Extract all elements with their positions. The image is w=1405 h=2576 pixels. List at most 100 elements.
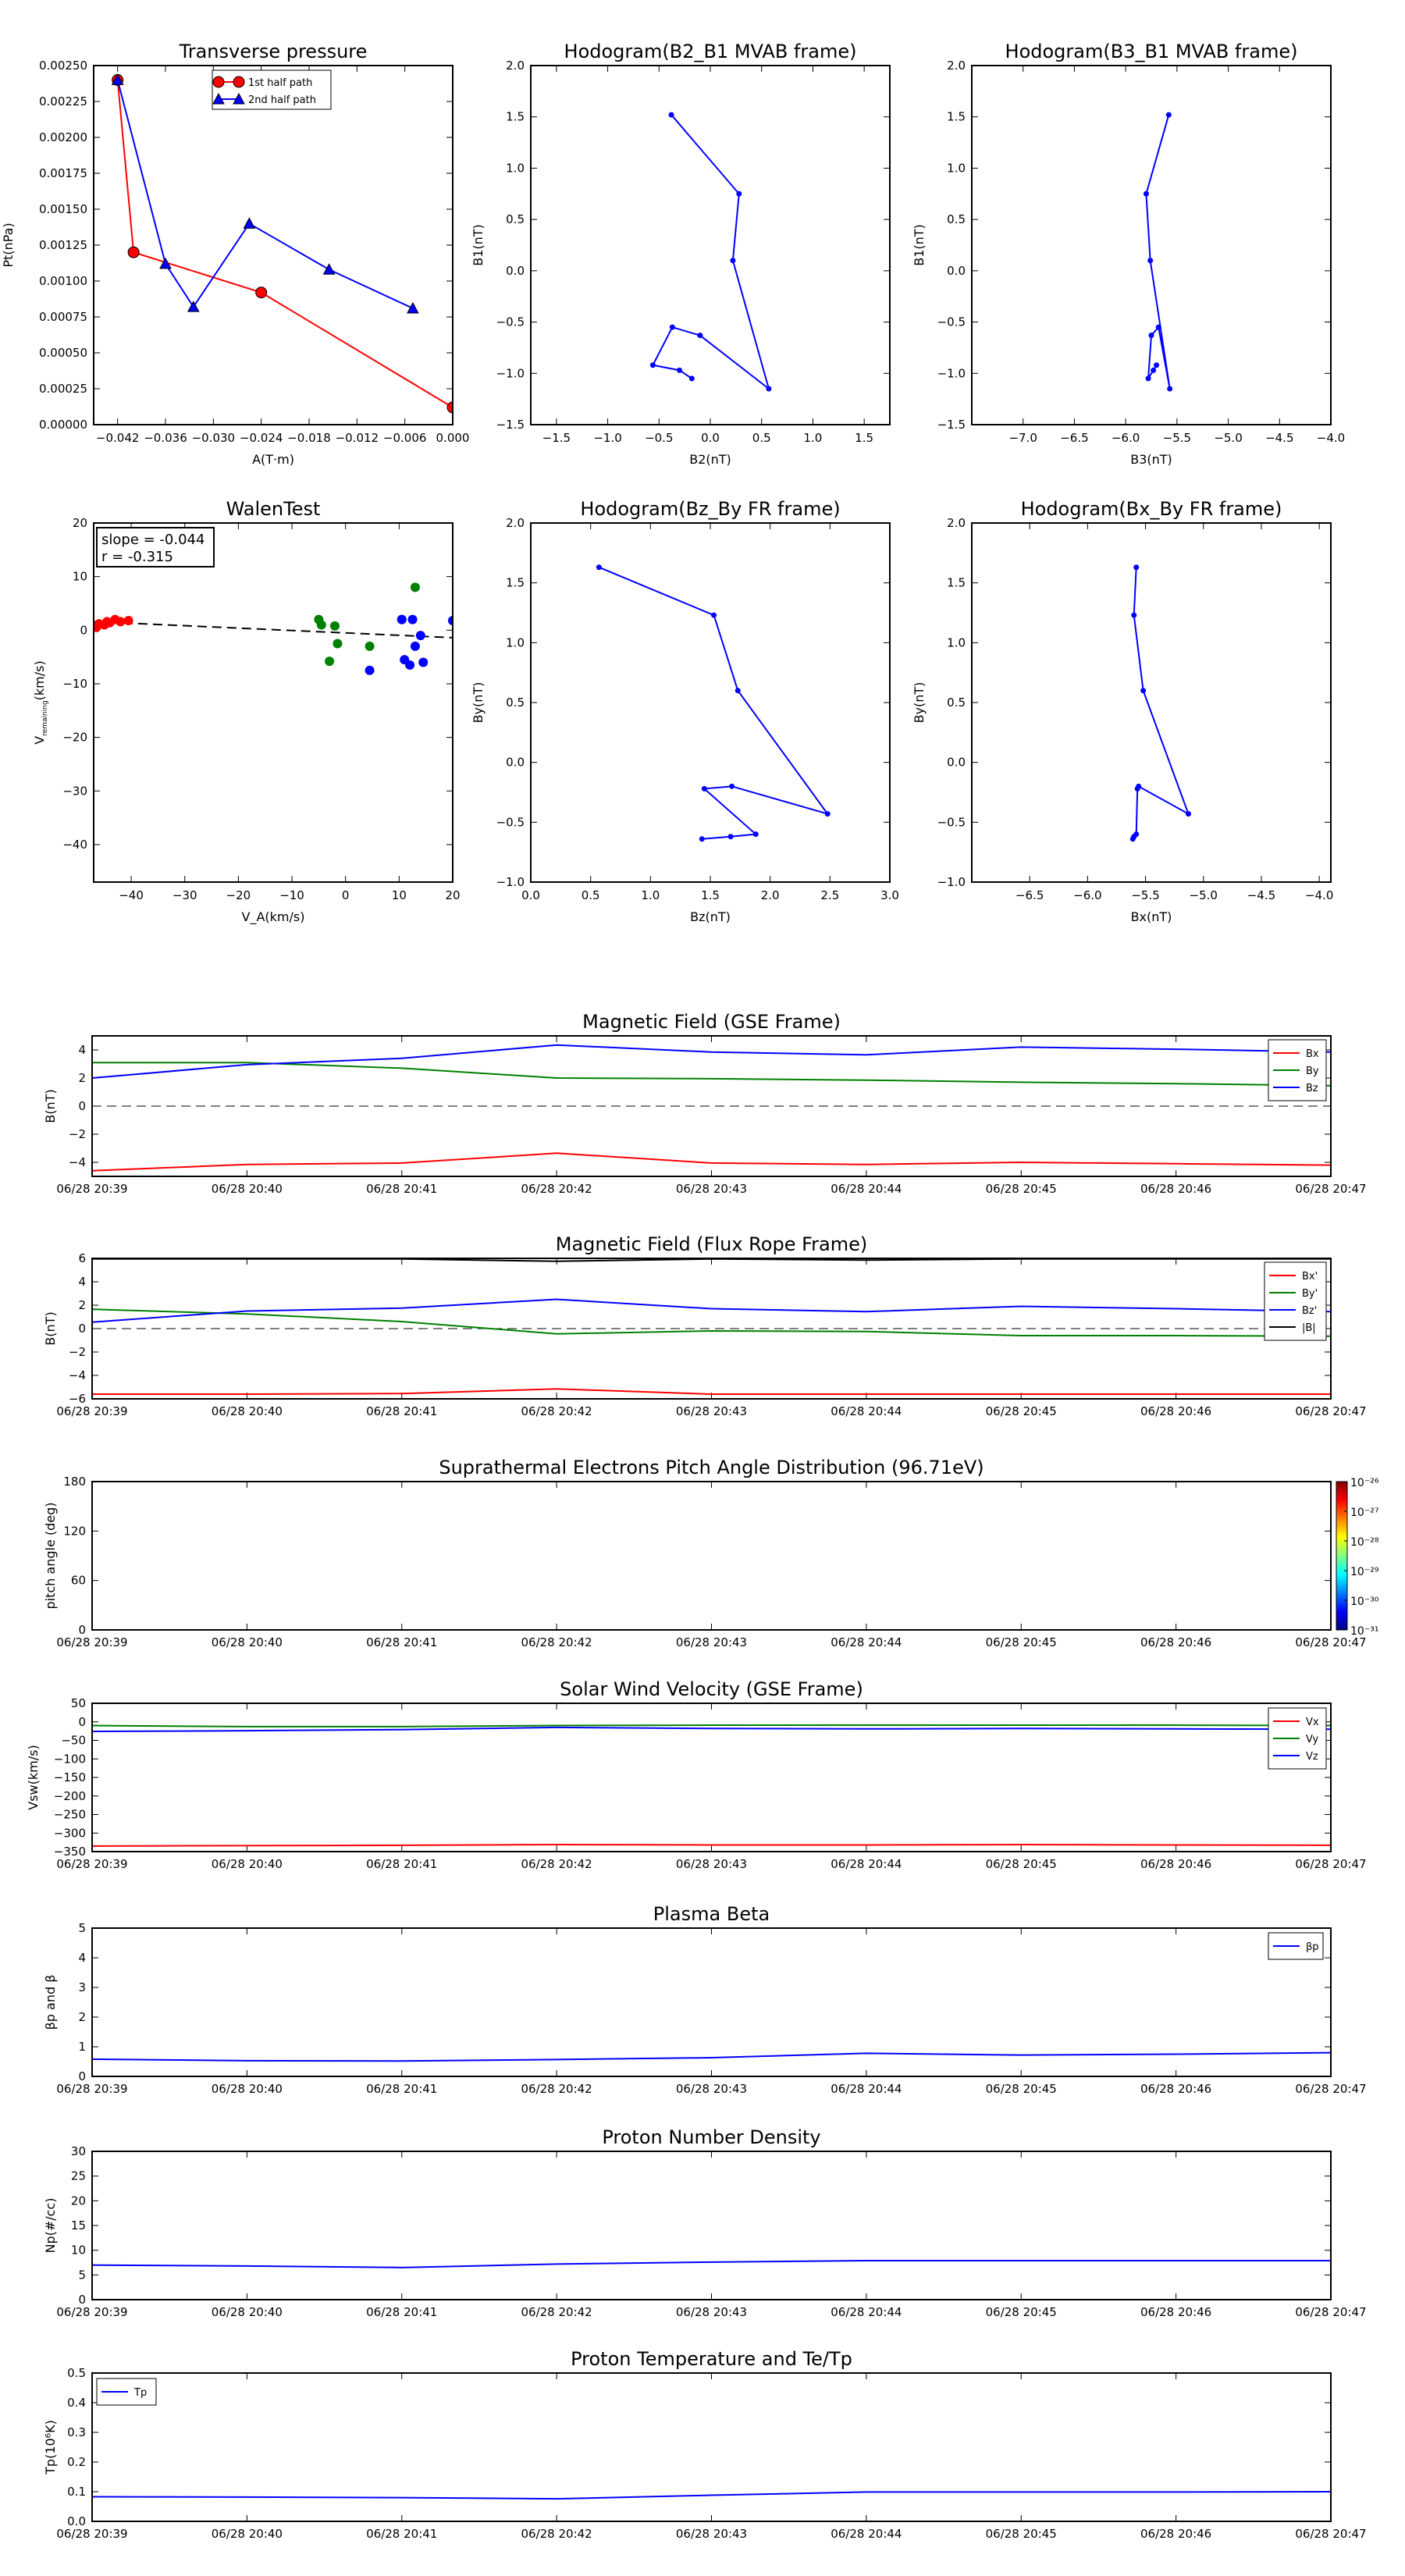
x-tick-label: 06/28 20:44: [831, 1182, 902, 1196]
y-tick-label: 0.0: [947, 264, 966, 278]
data-point: [415, 631, 425, 641]
plot-area: [596, 564, 831, 842]
chart-5: Hodogram(Bx_By FR frame) −6.5 −6.0 −5.5 −5.0…: [912, 498, 1333, 924]
y-axis-label: Vremaining(km/s): [32, 660, 49, 744]
plot-area: [92, 2051, 1331, 2062]
y-tick-label: 1.0: [506, 161, 525, 175]
legend-label: Bz': [1302, 1305, 1317, 1317]
data-point: [365, 641, 375, 651]
y-tick-label: 0.0: [947, 756, 966, 770]
data-point: [1143, 190, 1149, 197]
y-tick-label: −150: [54, 1770, 86, 1784]
x-tick-label: 0.000: [436, 431, 470, 445]
data-point: [1148, 333, 1154, 339]
x-tick-label: 06/28 20:44: [831, 2527, 902, 2541]
data-point: [688, 375, 695, 382]
x-tick-label: 06/28 20:47: [1295, 2305, 1366, 2319]
x-tick-label: 20: [445, 888, 460, 902]
axes-frame: [91, 1035, 1332, 1177]
series-line: [116, 80, 453, 408]
data-point: [677, 367, 683, 373]
y-tick-label: 5: [78, 2268, 86, 2282]
y-tick-label: −100: [54, 1752, 86, 1766]
data-point: [649, 362, 656, 368]
plot-area: [94, 582, 453, 675]
x-tick-label: 06/28 20:43: [676, 2305, 747, 2319]
colorbar: [1336, 1481, 1348, 1631]
legend-label: Tp: [133, 2387, 147, 2399]
colorbar-label: 10⁻²⁸: [1350, 1536, 1379, 1549]
y-tick-label: −300: [54, 1826, 86, 1840]
chart-1: Hodogram(B2_B1 MVAB frame) −1.5 −1.0 −0.5 0.…: [471, 41, 891, 467]
series-line: [92, 1726, 1331, 1733]
x-tick-label: −4.0: [1317, 431, 1345, 445]
y-tick-label: −40: [62, 838, 87, 852]
y-tick-label: 0: [78, 1099, 86, 1113]
y-tick-label: 0.3: [67, 2425, 86, 2439]
y-tick-label: 1.5: [506, 576, 525, 590]
x-tick-label: 06/28 20:45: [986, 1182, 1057, 1196]
x-tick-label: 10: [392, 888, 407, 902]
y-axis-label: Tp(10⁶K): [43, 2420, 58, 2475]
x-tick-label: 06/28 20:40: [212, 1857, 283, 1871]
y-tick-label: 0.0: [506, 756, 525, 770]
x-tick-label: 06/28 20:39: [56, 1857, 127, 1871]
data-point: [316, 620, 326, 630]
x-tick-label: 06/28 20:45: [986, 2082, 1057, 2096]
y-tick-label: 2.0: [947, 59, 966, 73]
series-line: [92, 1298, 1331, 1323]
data-point: [446, 401, 453, 414]
y-tick-label: 0.1: [67, 2485, 86, 2499]
axes-frame: [91, 2372, 1332, 2522]
y-tick-label: −250: [54, 1808, 86, 1822]
chart-title: Hodogram(Bx_By FR frame): [1021, 498, 1282, 520]
x-tick-label: 3.0: [880, 888, 899, 902]
data-point: [255, 286, 268, 299]
x-tick-label: −10: [279, 888, 304, 902]
x-axis-label: Bz(nT): [690, 909, 731, 924]
data-point: [116, 617, 126, 627]
data-point: [766, 386, 772, 392]
plot-area: [1143, 112, 1173, 392]
legend: Vx Vy Vz: [1268, 1707, 1327, 1770]
plot-area: [92, 1258, 1331, 1395]
y-tick-label: 10: [71, 2243, 86, 2258]
series-line: [1145, 114, 1171, 390]
data-point: [397, 614, 407, 624]
y-tick-label: 0.5: [506, 212, 525, 226]
y-tick-label: 4: [78, 1275, 86, 1289]
x-tick-label: −7.0: [1008, 431, 1037, 445]
chart-3: WalenTest −40 −30 −20 −10 0 10 20 −40 −30 −20 −10 0 1…: [32, 498, 461, 925]
y-tick-label: −1.5: [937, 418, 966, 432]
chart-9: Solar Wind Velocity (GSE Frame) 06/28 20:…: [26, 1678, 1367, 1871]
legend-label: Bz: [1306, 1083, 1318, 1094]
legend: Tp: [96, 2378, 157, 2406]
y-tick-label: 3: [78, 1980, 86, 1994]
axes-frame: [530, 522, 891, 883]
y-tick-label: 20: [73, 516, 87, 530]
x-tick-label: 06/28 20:45: [986, 1404, 1057, 1418]
y-tick-label: 60: [71, 1574, 86, 1588]
data-point: [448, 615, 453, 625]
x-tick-label: 06/28 20:39: [56, 2305, 127, 2319]
y-tick-label: 4: [78, 1951, 86, 1965]
x-tick-label: −1.0: [593, 431, 621, 445]
y-tick-label: 10: [73, 570, 87, 584]
x-tick-label: −0.5: [645, 431, 673, 445]
series-line: [92, 1843, 1331, 1847]
data-point: [752, 831, 759, 838]
x-tick-label: 1.5: [701, 888, 720, 902]
plot-area: [92, 1044, 1331, 1172]
x-tick-label: 1.5: [855, 431, 873, 445]
x-tick-label: 06/28 20:46: [1140, 1635, 1211, 1649]
x-tick-label: 06/28 20:42: [521, 2082, 592, 2096]
x-tick-label: −4.0: [1305, 888, 1333, 902]
y-tick-label: −0.5: [496, 315, 525, 329]
chart-8: Suprathermal Electrons Pitch Angle Distr…: [43, 1457, 1379, 1649]
plot-area: [1129, 564, 1191, 842]
x-tick-label: −0.012: [336, 431, 379, 445]
chart-6: Magnetic Field (GSE Frame) 06/28 20:39 06/…: [43, 1011, 1367, 1196]
plot-area: [92, 1724, 1331, 1847]
x-tick-label: 06/28 20:43: [676, 1635, 747, 1649]
chart-7: Magnetic Field (Flux Rope Frame) 06/28 20…: [43, 1233, 1367, 1418]
